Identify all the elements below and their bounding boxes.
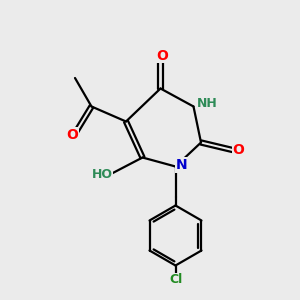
Text: NH: NH — [196, 97, 218, 110]
Text: Cl: Cl — [169, 273, 182, 286]
Text: HO: HO — [92, 167, 112, 181]
Text: N: N — [176, 158, 187, 172]
Text: O: O — [232, 143, 244, 157]
Text: O: O — [156, 49, 168, 62]
Text: O: O — [66, 128, 78, 142]
